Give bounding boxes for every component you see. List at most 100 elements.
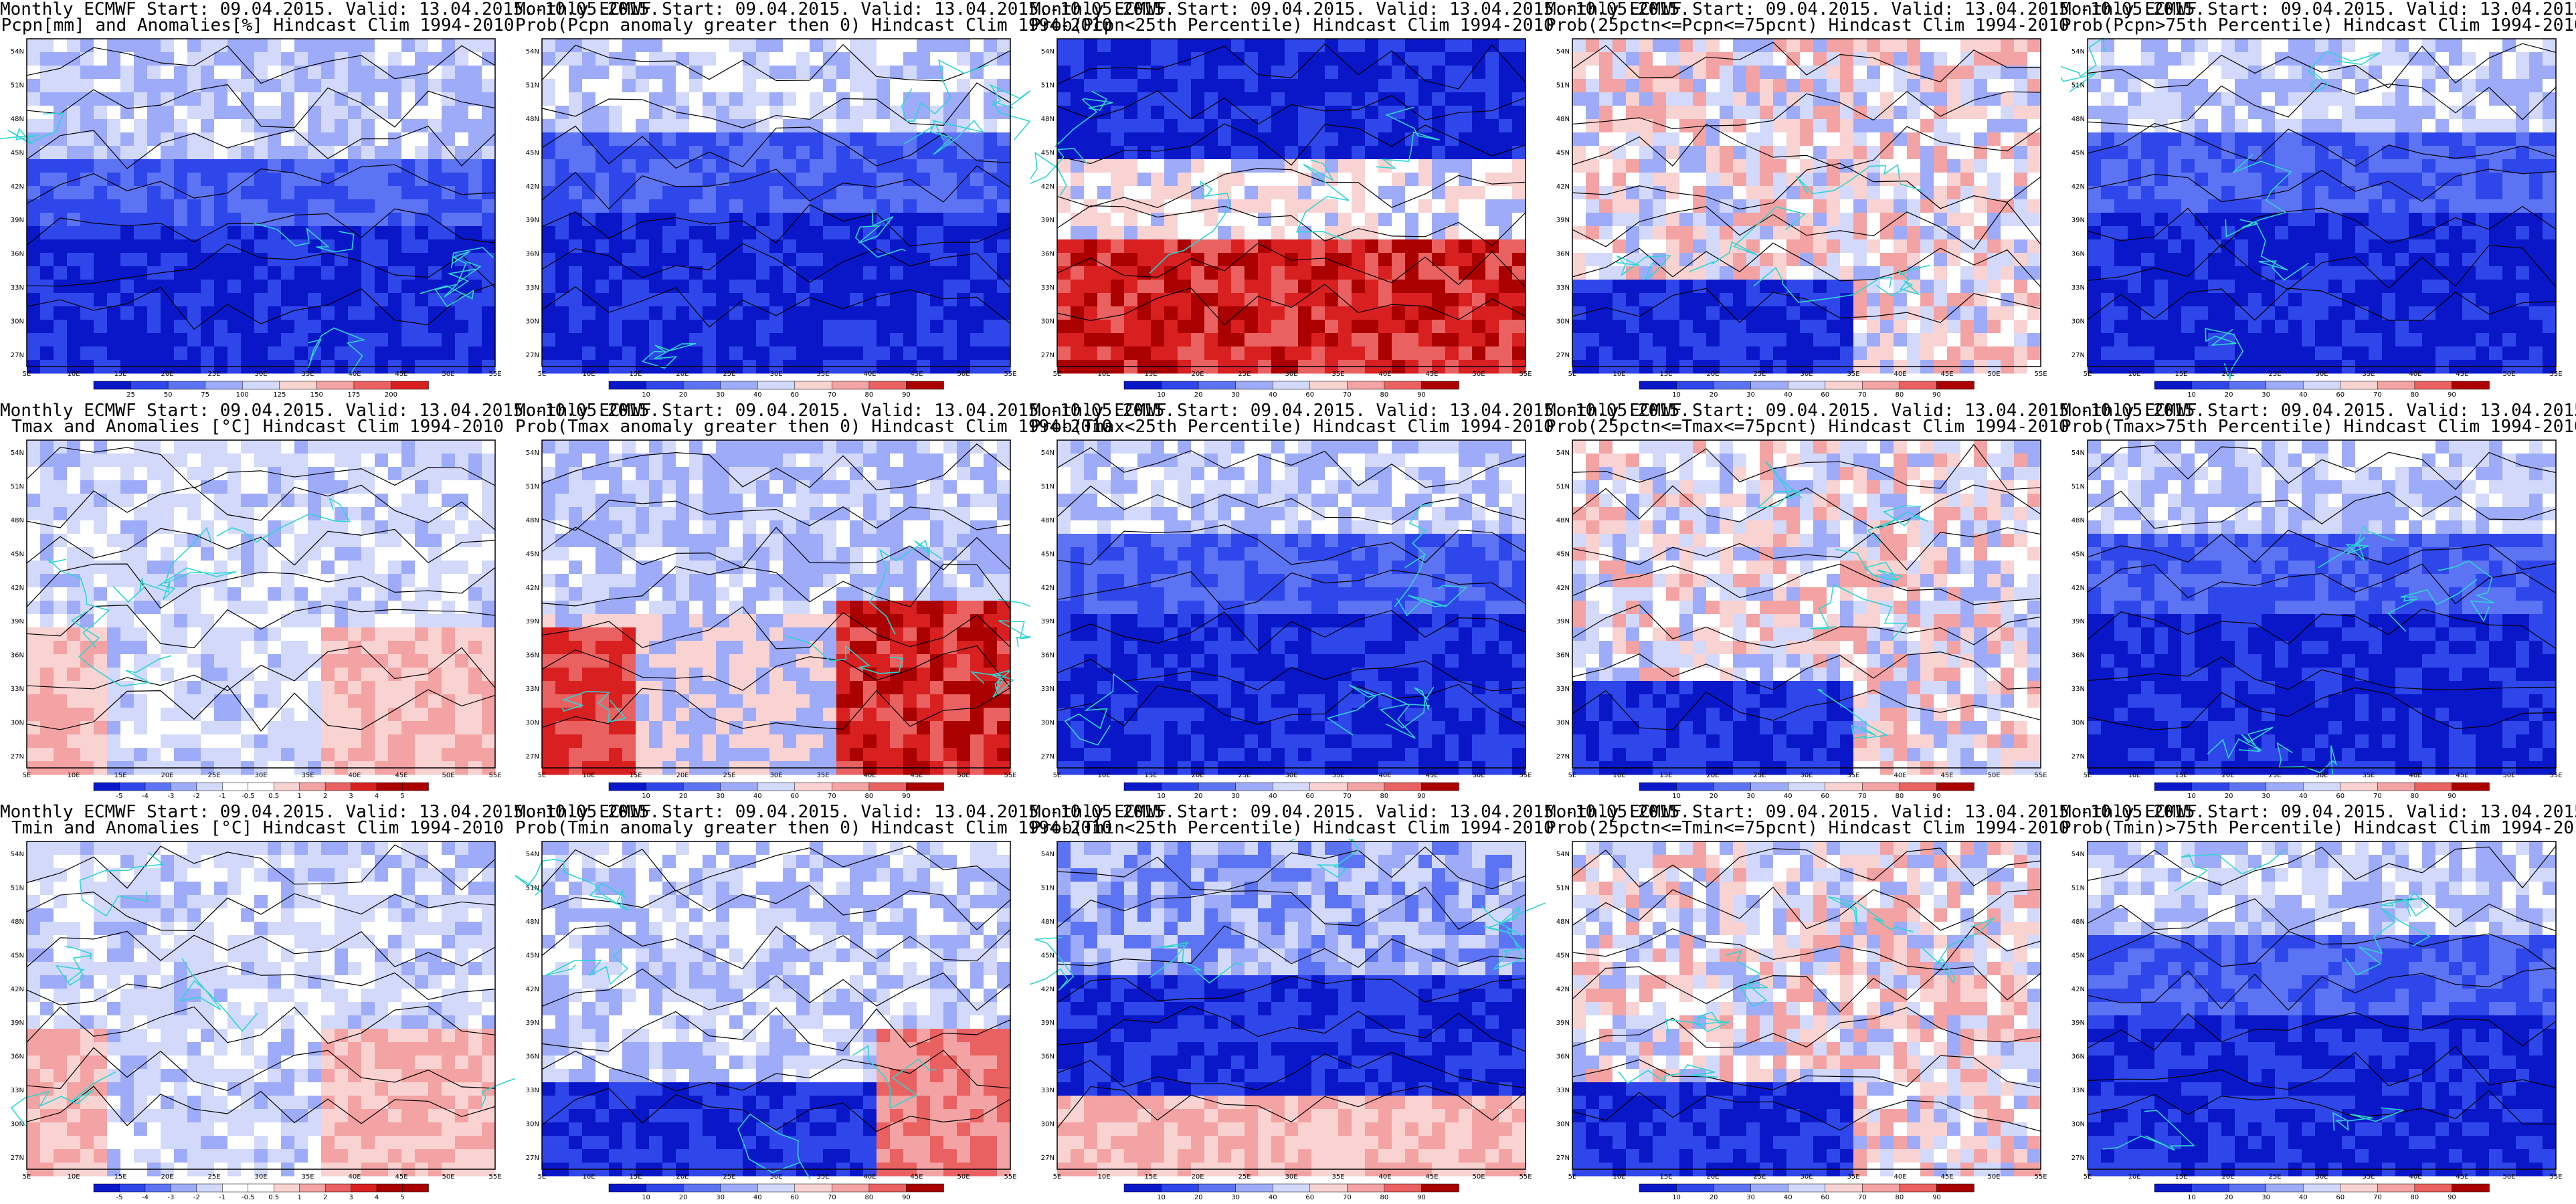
map-field-cell (1084, 346, 1098, 361)
map-field-cell (161, 561, 175, 575)
map-field-cell (1827, 280, 1841, 294)
map-field-cell (1760, 333, 1774, 347)
map-field-cell (2422, 159, 2436, 173)
colorbar-label: 50 (164, 391, 173, 399)
map-field-cell (281, 454, 295, 468)
map-field-cell (2027, 320, 2041, 334)
map-field-cell (1706, 52, 1720, 66)
map-field-cell (917, 146, 931, 160)
map-field-cell (2101, 66, 2115, 80)
map-field-cell (2262, 226, 2276, 240)
map-field-cell (1178, 199, 1192, 213)
map-field-cell (703, 173, 717, 187)
map-field-cell (1947, 92, 1961, 106)
map-field-cell (595, 52, 610, 66)
isoline (541, 165, 1011, 210)
map-field-cell (1124, 280, 1138, 294)
map-field-cell (1405, 346, 1419, 361)
map-field-cell (2543, 92, 2557, 106)
map-field-cell (388, 132, 402, 146)
map-field-cell (2288, 306, 2302, 320)
map-field-cell (957, 39, 971, 53)
colorbar-label: 10 (1672, 391, 1681, 399)
map-field-cell (917, 159, 931, 173)
map-field-cell (1920, 92, 1934, 106)
map-field-cell (1151, 253, 1165, 267)
colorbar-segment (353, 381, 392, 390)
map-field-cell (1245, 253, 1259, 267)
map-field-cell (2114, 39, 2128, 53)
map-field-cell (943, 66, 957, 80)
map-field-cell (1679, 253, 1693, 267)
map-field-cell (1057, 186, 1071, 200)
map-field-cell (2516, 266, 2530, 280)
map-field-cell (1325, 266, 1339, 280)
map-field-cell (582, 79, 596, 93)
map-field-cell (2235, 280, 2249, 294)
lon-tick-label: 35E (816, 371, 829, 378)
map-field-cell (1365, 293, 1379, 307)
map-field-cell (703, 266, 717, 280)
map-field-cell (67, 507, 81, 521)
map-field-cell (120, 92, 134, 106)
map-field-cell (482, 520, 496, 534)
map-field-cell (1907, 239, 1921, 254)
map-field-cell (335, 106, 349, 120)
map-field-cell (1867, 266, 1881, 280)
map-field-cell (428, 306, 442, 320)
map-field-cell (161, 507, 175, 521)
map-field-cell (107, 186, 121, 200)
map-field-cell (676, 159, 690, 173)
map-field-cell (1706, 226, 1720, 240)
map-field-cell (595, 132, 610, 146)
map-field-cell (67, 92, 81, 106)
map-field-cell (2355, 280, 2369, 294)
map-field-cell (957, 306, 971, 320)
map-field-cell (120, 280, 134, 294)
map-field-cell (241, 480, 255, 494)
map-field-cell (442, 173, 456, 187)
map-field-cell (94, 106, 108, 120)
map-field-cell (2328, 293, 2342, 307)
map-field-cell (1693, 39, 1707, 53)
map-field-cell (174, 547, 188, 561)
map-field-cell (2114, 320, 2128, 334)
map-field-cell (1733, 79, 1747, 93)
map-field-cell (1459, 146, 1473, 160)
map-field-cell (2001, 39, 2015, 53)
map-field-cell (388, 226, 402, 240)
map-field-cell (67, 494, 81, 508)
map-field-cell (361, 239, 375, 254)
map-field-cell (662, 132, 676, 146)
map-field-cell (54, 186, 68, 200)
map-field-cell (2235, 159, 2249, 173)
map-field-cell (1974, 66, 1988, 80)
map-field-cell (1164, 132, 1178, 146)
map-field-cell (2476, 239, 2490, 254)
map-field-cell (2395, 92, 2409, 106)
map-field-cell (2014, 280, 2028, 294)
colorbar-segment (93, 381, 132, 390)
map-field-cell (1907, 346, 1921, 361)
map-field-cell (201, 306, 215, 320)
map-field-cell (428, 320, 442, 334)
map-field-cell (1800, 186, 1814, 200)
map-field-cell (2014, 253, 2028, 267)
map-field-cell (281, 173, 295, 187)
map-field-cell (1974, 146, 1988, 160)
map-field-cell (542, 199, 556, 213)
map-field-cell (281, 480, 295, 494)
map-field-cell (823, 92, 837, 106)
map-field-cell (716, 66, 730, 80)
map-field-cell (375, 266, 389, 280)
map-field-cell (388, 454, 402, 468)
map-field-cell (1693, 280, 1707, 294)
map-field-cell (1485, 119, 1499, 133)
map-field-cell (187, 159, 201, 173)
map-field-cell (2262, 39, 2276, 53)
map-field-cell (743, 346, 757, 361)
map-field-cell (836, 266, 850, 280)
map-field-cell (294, 293, 308, 307)
map-field-cell (54, 547, 68, 561)
map-field-cell (442, 333, 456, 347)
